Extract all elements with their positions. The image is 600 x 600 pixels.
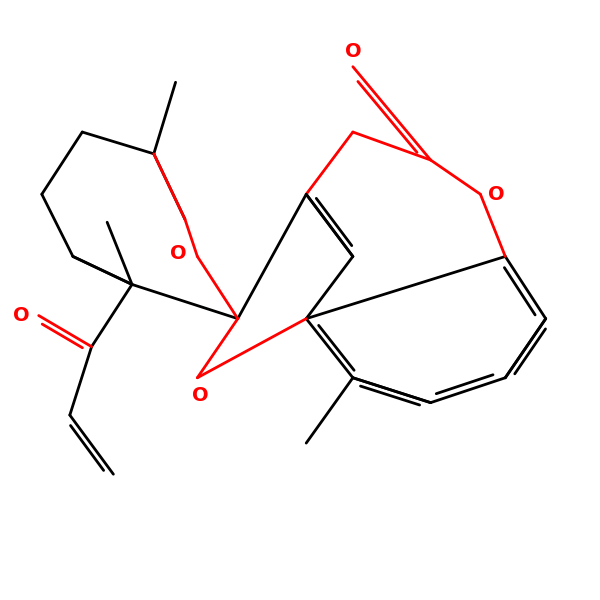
Text: O: O (13, 306, 29, 325)
Text: O: O (344, 41, 361, 61)
Text: O: O (488, 185, 504, 204)
Text: O: O (192, 386, 209, 404)
Text: O: O (170, 244, 187, 263)
